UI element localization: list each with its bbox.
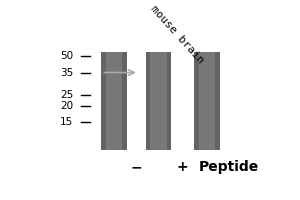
Text: +: + bbox=[177, 160, 189, 174]
Text: 50: 50 bbox=[60, 51, 74, 61]
Bar bbox=[146, 52, 150, 150]
Text: Peptide: Peptide bbox=[199, 160, 260, 174]
Bar bbox=[101, 52, 106, 150]
Bar bbox=[215, 52, 220, 150]
Text: −: − bbox=[130, 160, 142, 174]
Bar bbox=[194, 52, 199, 150]
Text: 15: 15 bbox=[60, 117, 74, 127]
Bar bbox=[122, 52, 127, 150]
Bar bbox=[101, 52, 127, 150]
Bar bbox=[146, 52, 171, 150]
Text: 20: 20 bbox=[60, 101, 74, 111]
Text: mouse brain: mouse brain bbox=[148, 4, 206, 66]
Bar bbox=[167, 52, 171, 150]
Bar bbox=[194, 52, 220, 150]
Text: 35: 35 bbox=[60, 68, 74, 78]
Text: 25: 25 bbox=[60, 90, 74, 100]
